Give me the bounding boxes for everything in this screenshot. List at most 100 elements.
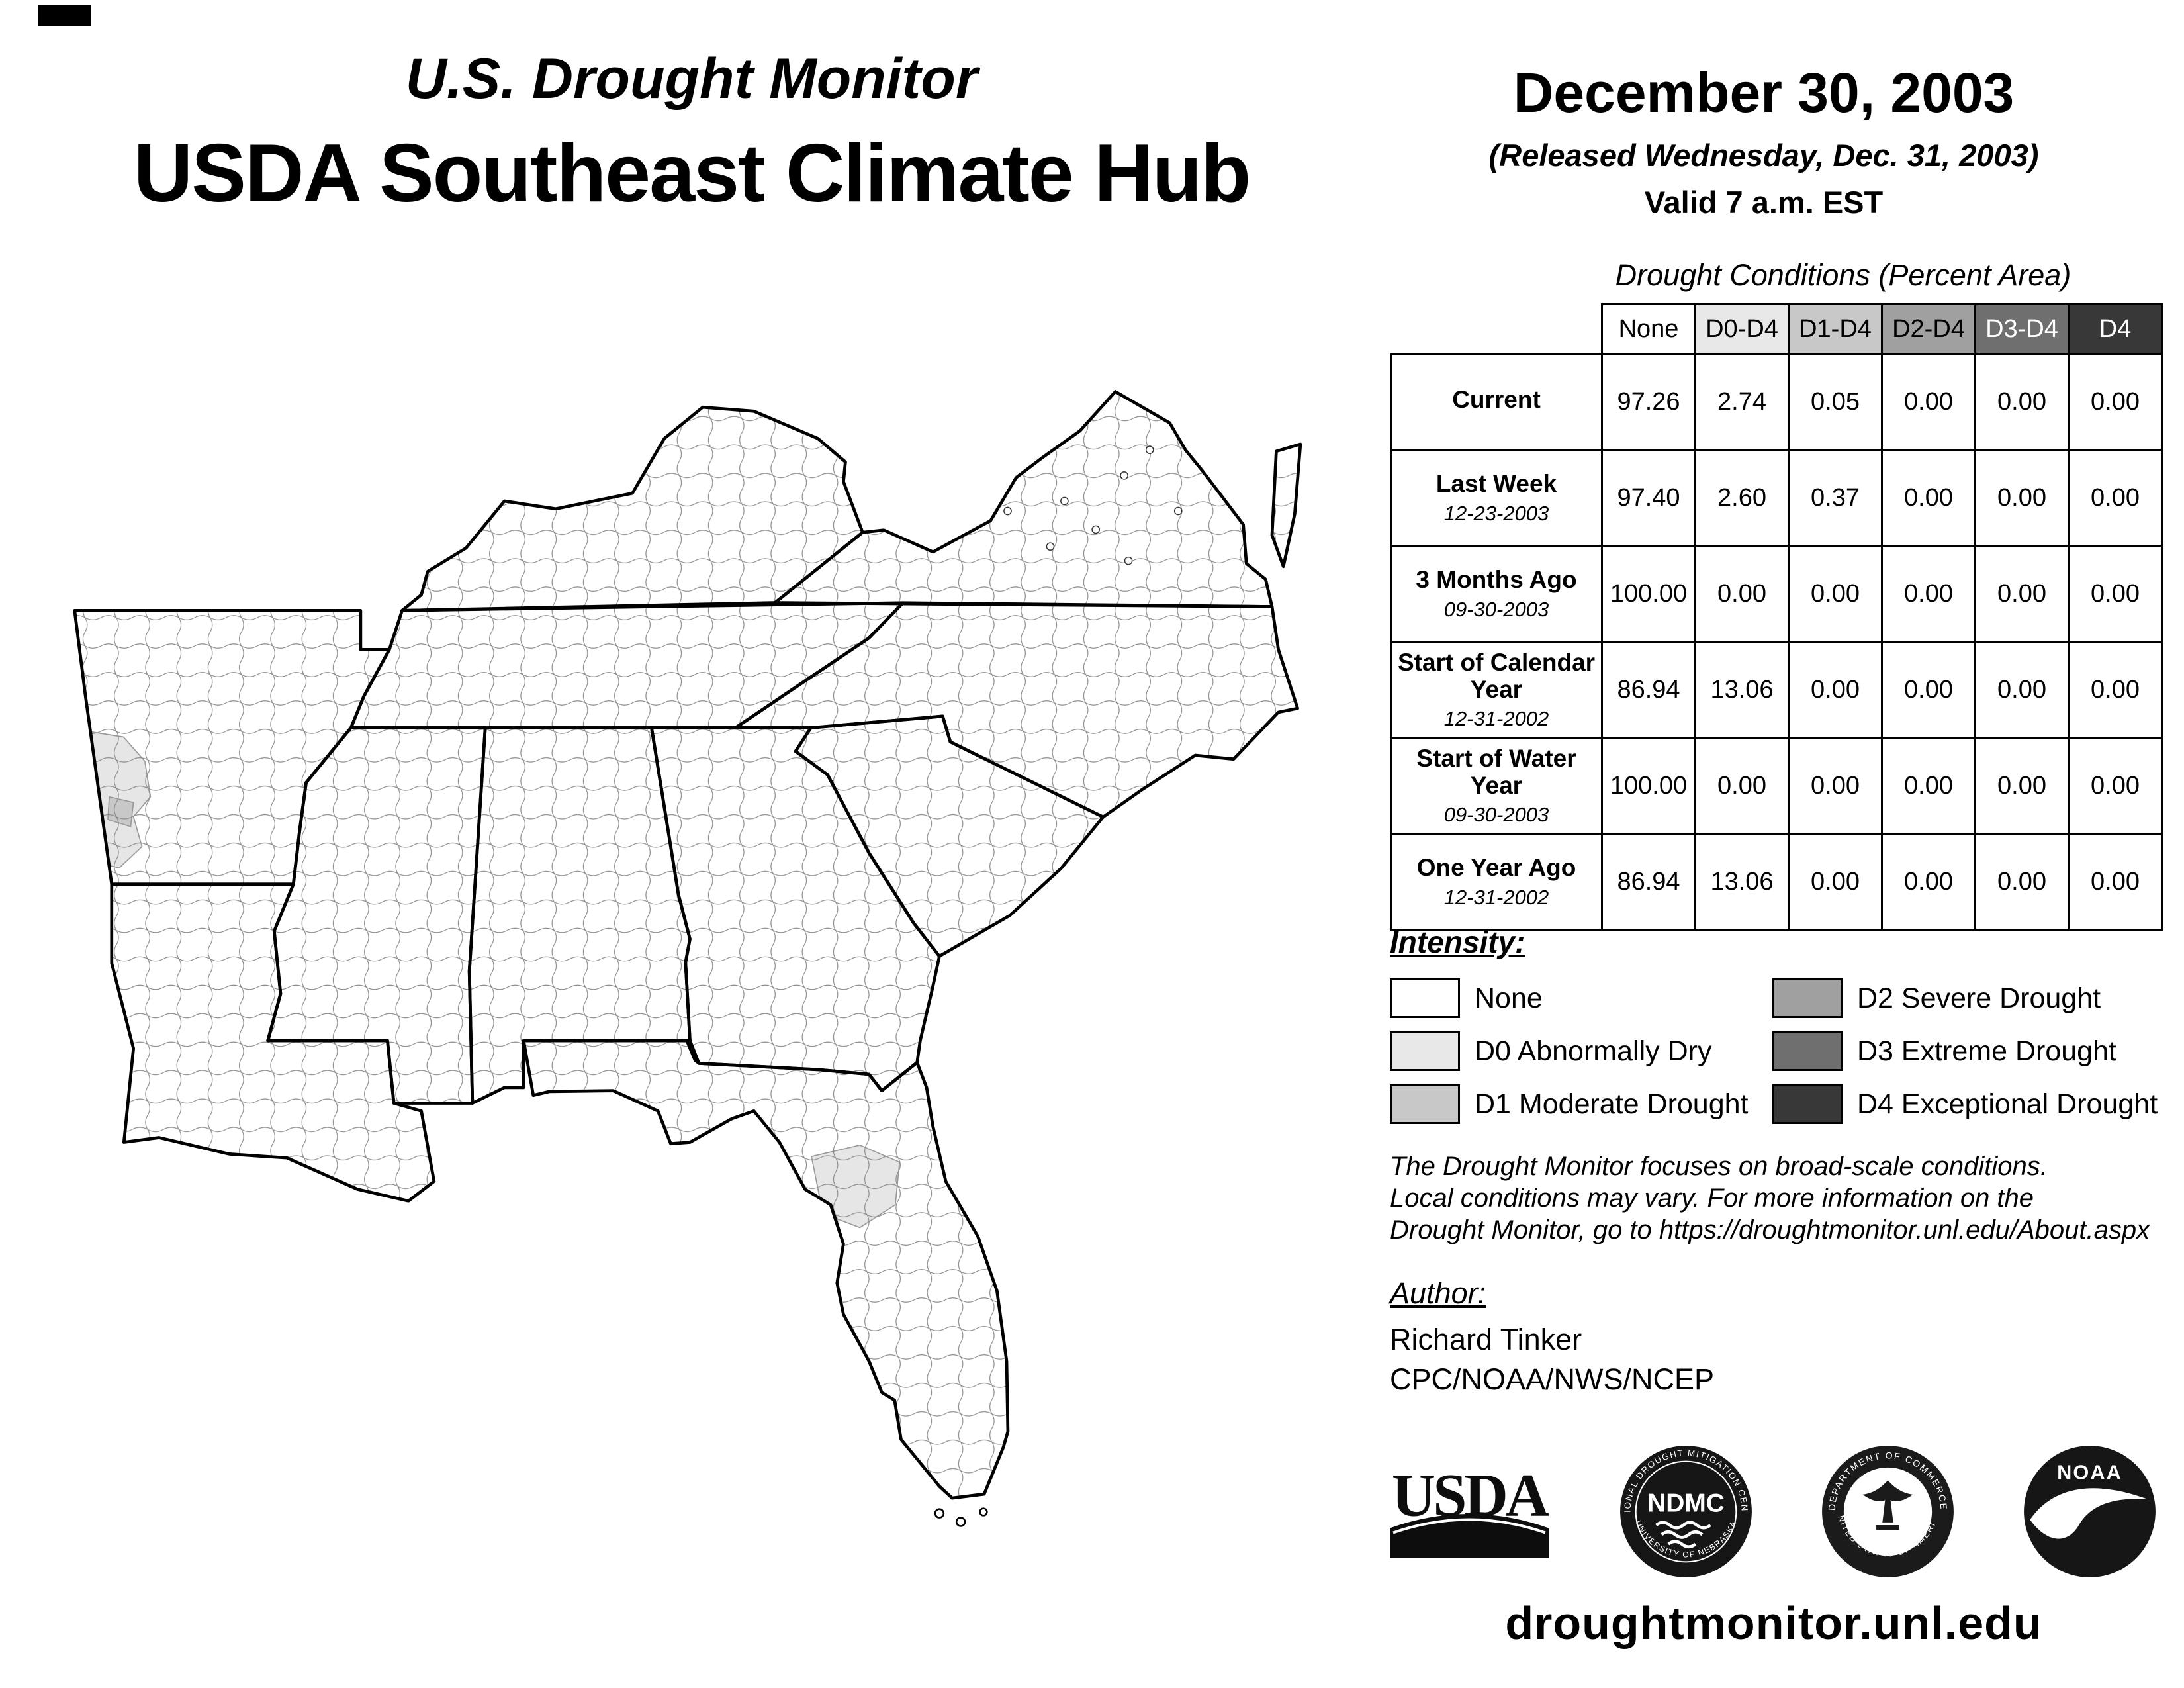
percent-cell: 86.94	[1601, 833, 1696, 931]
author-name: Richard Tinker	[1390, 1323, 1582, 1356]
disclaimer-text: The Drought Monitor focuses on broad-sca…	[1390, 1152, 2150, 1244]
usda-swoosh	[1390, 1513, 1549, 1558]
left-header: U.S. Drought Monitor USDA Southeast Clim…	[93, 46, 1291, 220]
svg-text:NDMC: NDMC	[1647, 1489, 1725, 1517]
program-title: U.S. Drought Monitor	[405, 47, 978, 111]
ndmc-logo: NATIONAL DROUGHT MITIGATION CENTER UNIVE…	[1618, 1444, 1752, 1577]
author-org: CPC/NOAA/NWS/NCEP	[1390, 1362, 1715, 1396]
column-header-d4: D4	[2068, 303, 2163, 355]
percent-cell: 0.00	[1881, 737, 1976, 835]
percent-cell: 0.00	[1694, 737, 1790, 835]
row-label-3-months-ago: 3 Months Ago 09-30-2003	[1390, 545, 1603, 643]
page-title: USDA Southeast Climate Hub	[133, 128, 1251, 219]
legend-swatch-d2	[1772, 978, 1843, 1018]
percent-cell: 0.00	[1974, 353, 2070, 451]
doc-eagle-emblem	[1862, 1479, 1913, 1530]
legend-item-d3: D3 Extreme Drought	[1772, 1025, 2163, 1078]
percent-cell: 0.00	[1974, 449, 2070, 547]
percent-cell: 2.60	[1694, 449, 1790, 547]
usda-logo: USDA	[1390, 1461, 1552, 1558]
svg-text:NOAA: NOAA	[2057, 1460, 2122, 1483]
percent-cell: 0.00	[1974, 545, 2070, 643]
table-row: 3 Months Ago 09-30-2003 100.00 0.00 0.00…	[1390, 545, 2163, 643]
table-row: Current 97.26 2.74 0.05 0.00 0.00 0.00	[1390, 353, 2163, 451]
percent-cell: 0.00	[1881, 545, 1976, 643]
percent-cell: 0.37	[1788, 449, 1883, 547]
drought-conditions-table: None D0-D4 D1-D4 D2-D4 D3-D4 D4 Current …	[1390, 303, 2163, 931]
row-label-one-year-ago: One Year Ago 12-31-2002	[1390, 833, 1603, 931]
legend-swatch-d0	[1390, 1031, 1460, 1071]
logo-row: USDA NATIONAL DROUGHT MITIGATION CENTER …	[1387, 1435, 2158, 1587]
legend-item-d2: D2 Severe Drought	[1772, 972, 2163, 1025]
row-label-start-calendar-year: Start of Calendar Year 12-31-2002	[1390, 641, 1603, 739]
legend-item-d0: D0 Abnormally Dry	[1390, 1025, 1772, 1078]
percent-cell: 0.00	[1788, 641, 1883, 739]
released-date: (Released Wednesday, Dec. 31, 2003)	[1488, 138, 2039, 173]
percent-cell: 0.00	[1788, 737, 1883, 835]
legend-item-none: None	[1390, 972, 1772, 1025]
table-title: Drought Conditions (Percent Area)	[1615, 258, 2071, 292]
percent-cell: 97.40	[1601, 449, 1696, 547]
table-header-row: None D0-D4 D1-D4 D2-D4 D3-D4 D4	[1390, 303, 2163, 355]
percent-cell: 0.00	[1881, 353, 1976, 451]
row-label-start-water-year: Start of Water Year 09-30-2003	[1390, 737, 1603, 835]
column-header-d1d4: D1-D4	[1788, 303, 1883, 355]
percent-cell: 0.00	[2068, 449, 2163, 547]
percent-cell: 0.00	[1788, 833, 1883, 931]
noaa-seagull	[2030, 1487, 2148, 1539]
percent-cell: 13.06	[1694, 641, 1790, 739]
row-label-last-week: Last Week 12-23-2003	[1390, 449, 1603, 547]
legend-item-d1: D1 Moderate Drought	[1390, 1078, 1772, 1131]
map-svg	[69, 371, 1320, 1527]
percent-cell: 0.00	[1694, 545, 1790, 643]
percent-cell: 0.00	[1881, 449, 1976, 547]
percent-cell: 0.00	[1881, 641, 1976, 739]
author-heading: Author:	[1390, 1276, 1486, 1310]
percent-cell: 0.00	[2068, 641, 2163, 739]
legend-item-d4: D4 Exceptional Drought	[1772, 1078, 2163, 1131]
legend-swatch-d4	[1772, 1084, 1843, 1124]
percent-cell: 0.00	[1974, 833, 2070, 931]
percent-cell: 0.00	[1881, 833, 1976, 931]
legend-swatch-d1	[1390, 1084, 1460, 1124]
corner-mark	[38, 5, 91, 26]
intensity-title: Intensity:	[1390, 925, 1525, 959]
table-row: Last Week 12-23-2003 97.40 2.60 0.37 0.0…	[1390, 449, 2163, 547]
percent-cell: 86.94	[1601, 641, 1696, 739]
percent-cell: 100.00	[1601, 737, 1696, 835]
usda-swoosh-line	[1392, 1518, 1546, 1534]
doc-seal-logo: DEPARTMENT OF COMMERCE UNITED STATES OF …	[1820, 1444, 1954, 1577]
percent-cell: 0.00	[1788, 545, 1883, 643]
legend-swatch-none	[1390, 978, 1460, 1018]
southeast-drought-map	[69, 371, 1320, 1575]
percent-cell: 13.06	[1694, 833, 1790, 931]
ndmc-waves	[1655, 1521, 1711, 1548]
percent-cell: 0.00	[2068, 737, 2163, 835]
florida-keys	[934, 1507, 988, 1527]
intensity-legend: None D0 Abnormally Dry D1 Moderate Droug…	[1390, 972, 2163, 1131]
valid-time: Valid 7 a.m. EST	[1644, 185, 1884, 220]
map-date: December 30, 2003	[1513, 62, 2015, 124]
column-header-none: None	[1601, 303, 1696, 355]
table-row: Start of Calendar Year 12-31-2002 86.94 …	[1390, 641, 2163, 739]
percent-cell: 0.00	[2068, 353, 2163, 451]
column-header-d2d4: D2-D4	[1881, 303, 1976, 355]
percent-cell: 100.00	[1601, 545, 1696, 643]
row-label-current: Current	[1390, 353, 1603, 451]
percent-cell: 0.00	[2068, 545, 2163, 643]
percent-cell: 0.00	[1974, 641, 2070, 739]
percent-cell: 0.00	[1974, 737, 2070, 835]
percent-cell: 0.00	[2068, 833, 2163, 931]
column-header-d0d4: D0-D4	[1694, 303, 1790, 355]
county-lines-texture	[74, 391, 1300, 1499]
percent-cell: 97.26	[1601, 353, 1696, 451]
footer-url: droughtmonitor.unl.edu	[1505, 1597, 2042, 1649]
table-row: Start of Water Year 09-30-2003 100.00 0.…	[1390, 737, 2163, 835]
right-header: December 30, 2003 (Released Wednesday, D…	[1370, 61, 2158, 220]
noaa-logo: NOAA	[2024, 1445, 2156, 1577]
header-blank-cell	[1390, 304, 1602, 354]
column-header-d3d4: D3-D4	[1974, 303, 2070, 355]
percent-cell: 0.05	[1788, 353, 1883, 451]
table-row: One Year Ago 12-31-2002 86.94 13.06 0.00…	[1390, 833, 2163, 931]
